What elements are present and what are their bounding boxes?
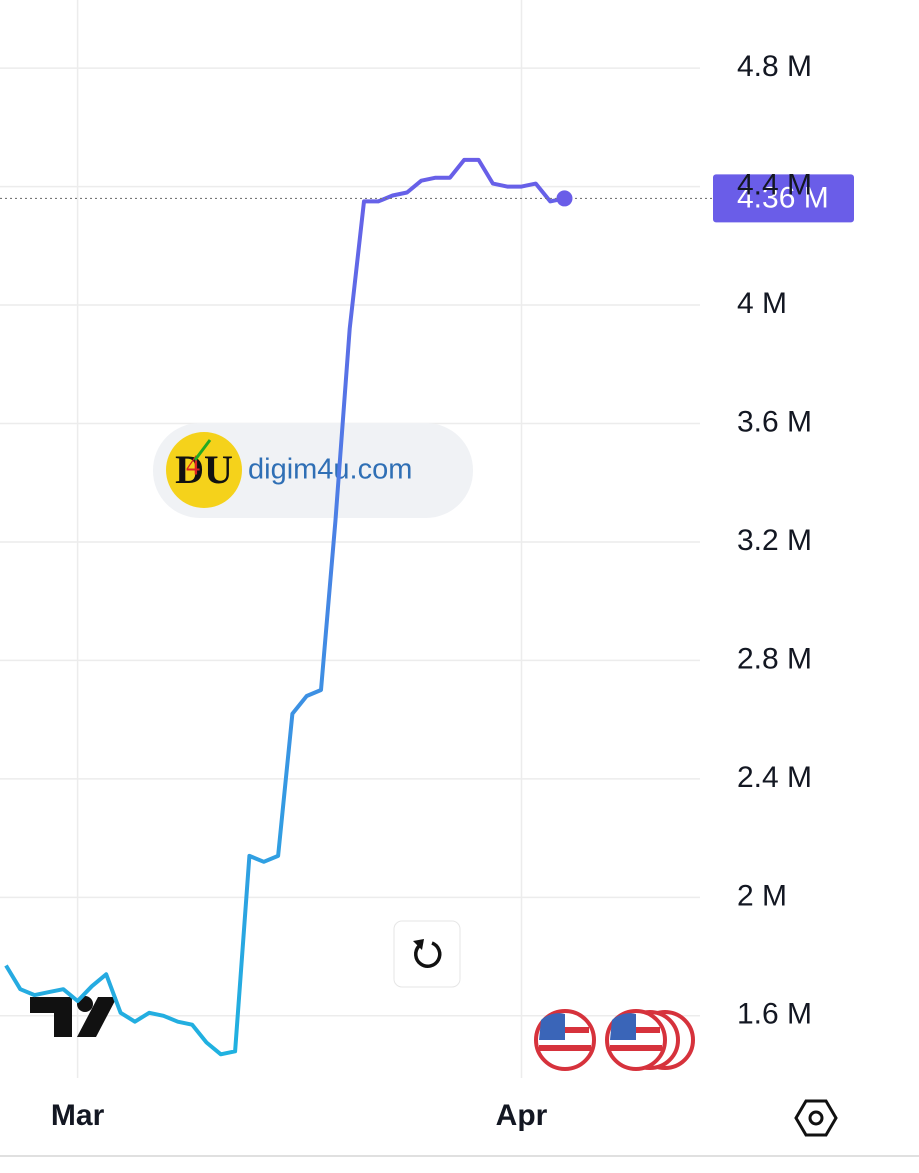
- x-tick-label: Mar: [51, 1099, 105, 1132]
- y-tick-label: 4.4 M: [737, 168, 812, 201]
- last-point: [556, 190, 573, 207]
- grid: [0, 0, 700, 1078]
- value-label-box: [713, 174, 854, 223]
- y-tick-label: 3.2 M: [737, 524, 812, 557]
- plot: 4.36 M: [0, 157, 854, 1057]
- y-tick-label: 4 M: [737, 287, 787, 320]
- flag-icons: [534, 1009, 695, 1071]
- reset-button[interactable]: [393, 920, 461, 988]
- y-tick-label: 4.8 M: [737, 50, 812, 83]
- y-tick-label: 2.8 M: [737, 642, 812, 675]
- y-tick-label: 2.4 M: [737, 761, 812, 794]
- svg-text:DU: DU: [175, 447, 233, 492]
- line: [4, 157, 565, 1057]
- watermark-text: digim4u.com: [248, 454, 412, 486]
- value-label: 4.36 M: [737, 181, 829, 214]
- watermark: DU 4 digim4u.com: [153, 423, 473, 518]
- y-tick-label: 2 M: [737, 879, 787, 912]
- y-tick-label: 3.6 M: [737, 405, 812, 438]
- y-tick-label: 1.6 M: [737, 998, 812, 1031]
- settings-button[interactable]: [794, 1099, 838, 1137]
- x-tick-label: Apr: [496, 1099, 548, 1132]
